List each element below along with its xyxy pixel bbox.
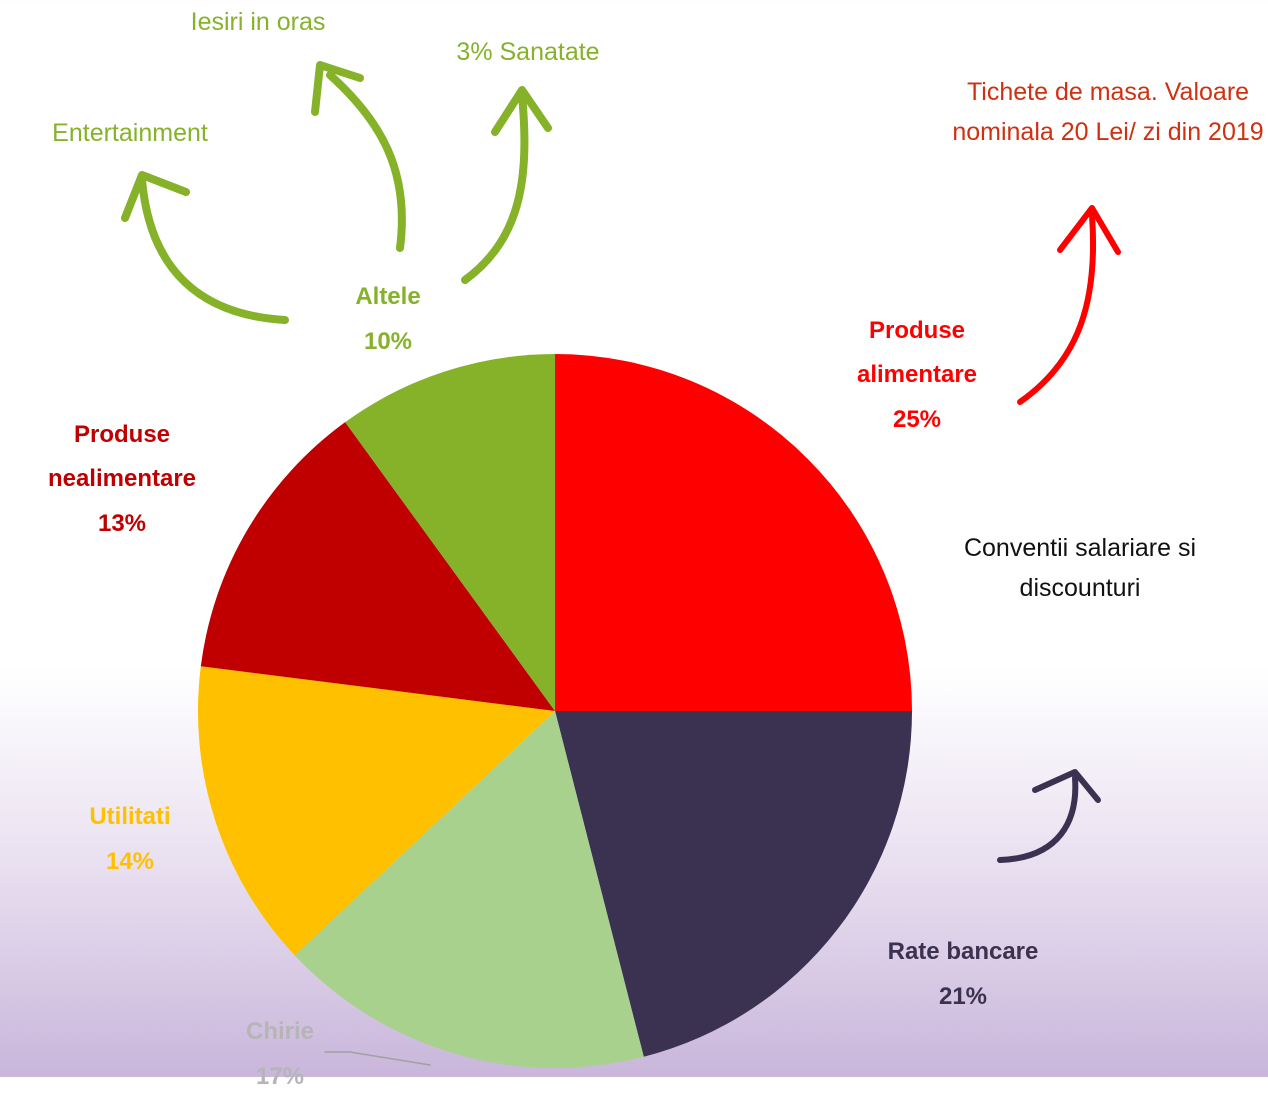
pie-slice <box>345 354 555 711</box>
data-label: Utilitati 14% <box>30 795 230 885</box>
arrowhead <box>1032 769 1101 803</box>
leader-line <box>324 1051 431 1066</box>
arrow <box>461 91 529 284</box>
annotation: Tichete de masa. Valoare nominala 20 Lei… <box>952 78 1264 146</box>
value-label: 10% <box>363 328 413 355</box>
category-label: Altele <box>355 283 421 310</box>
category-label: Rate bancare <box>887 938 1039 965</box>
arrow <box>326 71 406 252</box>
annotation: Conventii salariare si discounturi <box>963 534 1197 602</box>
arrows <box>121 61 1121 1066</box>
data-label: Rate bancare 21% <box>833 930 1093 1020</box>
category-label: Chirie <box>245 1018 314 1045</box>
pie <box>198 354 912 1068</box>
data-label: Produse nealimentare 13% <box>12 413 232 547</box>
value-label: 17% <box>255 1063 305 1090</box>
arrowhead <box>491 86 552 136</box>
data-label: Produse alimentare 25% <box>837 309 997 443</box>
category-label: Produse nealimentare <box>47 421 197 492</box>
arrow <box>1017 212 1097 405</box>
value-label: 13% <box>97 510 147 537</box>
arrowhead <box>1057 205 1121 255</box>
pie-slice <box>198 666 555 956</box>
arrowhead <box>121 171 190 222</box>
annotation: Entertainment <box>52 119 208 147</box>
data-label: Altele 10% <box>308 275 468 365</box>
category-label: Produse alimentare <box>856 317 978 388</box>
value-label: 25% <box>892 406 942 433</box>
value-label: 14% <box>105 848 155 875</box>
annotation: Iesiri in oras <box>190 8 326 36</box>
chart <box>121 61 1121 1068</box>
pie-slice <box>555 354 912 711</box>
arrow <box>997 775 1079 863</box>
data-label: Chirie 17% <box>180 1010 380 1100</box>
pie-slice <box>555 711 912 1057</box>
arrowhead <box>311 61 364 116</box>
value-label: 21% <box>938 983 988 1010</box>
pie-slice <box>200 422 555 711</box>
annotation: 3% Sanatate <box>456 38 600 66</box>
arrow <box>138 176 289 324</box>
category-label: Utilitati <box>89 803 171 830</box>
pie-slice <box>294 711 644 1068</box>
